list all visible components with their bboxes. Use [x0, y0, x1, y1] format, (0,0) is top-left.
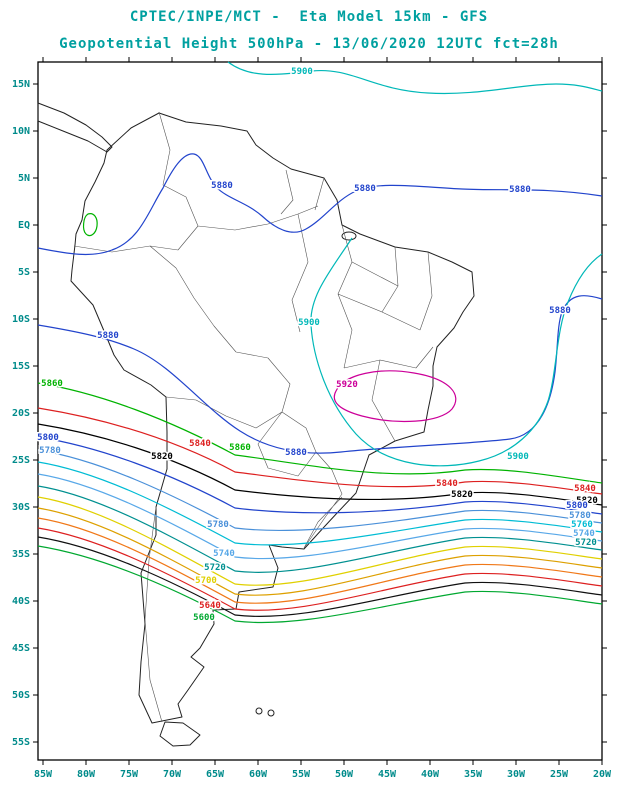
contour-label-5640: 5640: [199, 601, 221, 611]
contour-line-5700: [37, 496, 603, 586]
lon-tick-label: 20W: [593, 769, 612, 780]
contour-label-5800: 5800: [37, 433, 59, 443]
map-frame: [37, 61, 603, 761]
lat-tick-label: 30S: [12, 502, 30, 513]
contour-line-5600: [37, 545, 603, 624]
lon-tick-label: 60W: [249, 769, 268, 780]
falkland-island-east: [267, 709, 275, 717]
lon-tick-label: 45W: [378, 769, 397, 780]
coastline-group: [37, 102, 475, 747]
lon-tick-label: 85W: [34, 769, 53, 780]
contour-label-5900: 5900: [507, 452, 529, 462]
contour-line-5840: [37, 407, 603, 495]
contour-label-5800: 5800: [566, 501, 588, 511]
lat-tick-label: 5S: [18, 267, 30, 278]
lat-tick-label: 15N: [12, 79, 30, 90]
lat-tick-label: 40S: [12, 596, 30, 607]
marajo-island: [341, 231, 357, 241]
chart-title-line1: CPTEC/INPE/MCT - Eta Model 15km - GFS: [129, 9, 489, 25]
lat-tick-label: 45S: [12, 643, 30, 654]
contour-label-5780: 5780: [39, 446, 61, 456]
contour-line-5820: [37, 423, 603, 506]
chart-title-line2: Geopotential Height 500hPa - 13/06/2020 …: [59, 36, 559, 52]
contour-label-5840: 5840: [574, 484, 596, 494]
lon-tick-label: 40W: [421, 769, 440, 780]
contour-label-5740: 5740: [213, 549, 235, 559]
contour-label-5920: 5920: [336, 380, 358, 390]
contour-label-5880: 5880: [549, 306, 571, 316]
contour-line-5740: [37, 473, 603, 560]
central-america-coastline: [37, 102, 113, 153]
contour-label-5880: 5880: [211, 181, 233, 191]
contour-line-5660: [37, 517, 603, 604]
lon-tick-label: 70W: [163, 769, 182, 780]
contour-line-5620: [37, 536, 603, 618]
south-america-coastline: [70, 112, 475, 724]
lon-tick-label: 35W: [464, 769, 483, 780]
contour-label-5880: 5880: [509, 185, 531, 195]
contour-lines-group: [37, 61, 603, 624]
contour-label-5720: 5720: [575, 538, 597, 548]
contour-line-5880: [37, 153, 603, 256]
contour-line-5780: [37, 449, 603, 532]
falkland-island-west: [255, 707, 263, 715]
contour-label-5820: 5820: [151, 452, 173, 462]
country-borders: [73, 111, 434, 723]
lon-tick-label: 55W: [292, 769, 311, 780]
lat-tick-label: 10S: [12, 314, 30, 325]
lon-tick-label: 50W: [335, 769, 354, 780]
contour-label-5600: 5600: [193, 613, 215, 623]
contour-label-5860: 5860: [41, 379, 63, 389]
contour-line-5680: [37, 507, 603, 596]
contour-label-5760: 5760: [571, 520, 593, 530]
lon-tick-label: 75W: [120, 769, 139, 780]
lat-tick-label: 50S: [12, 690, 30, 701]
contour-label-5860: 5860: [229, 443, 251, 453]
lon-tick-label: 80W: [77, 769, 96, 780]
lat-tick-label: 25S: [12, 455, 30, 466]
lon-tick-label: 25W: [550, 769, 569, 780]
contour-label-5720: 5720: [204, 563, 226, 573]
lon-tick-label: 65W: [206, 769, 225, 780]
lat-tick-label: EQ: [18, 220, 30, 231]
lat-tick-label: 35S: [12, 549, 30, 560]
contour-line-5880: [37, 295, 603, 454]
contour-line-5640: [37, 527, 603, 611]
contour-line-5860: [37, 382, 603, 484]
tierra-del-fuego-island: [159, 721, 201, 747]
contour-labels-group: 5900 5880 5880 5880 5880 5880 5880 5900 5900 5920…: [36, 66, 600, 625]
contour-label-5780: 5780: [207, 520, 229, 530]
contour-label-5880: 5880: [285, 448, 307, 458]
contour-label-5880: 5880: [354, 184, 376, 194]
chart-titles: CPTEC/INPE/MCT - Eta Model 15km - GFS Ge…: [0, 4, 618, 58]
contour-line-5800: [37, 436, 603, 515]
contour-label-5840: 5840: [189, 439, 211, 449]
contour-line-5900: [227, 61, 603, 95]
contour-line-5920: [333, 370, 457, 423]
country-borders-group: [73, 111, 434, 723]
contour-label-5780: 5780: [569, 511, 591, 521]
lat-tick-label: 55S: [12, 737, 30, 748]
contour-label-5740: 5740: [573, 529, 595, 539]
contour-label-5820: 5820: [576, 496, 598, 506]
lat-tick-label: 5N: [18, 173, 30, 184]
contour-label-5900: 5900: [298, 318, 320, 328]
contour-label-5840: 5840: [436, 479, 458, 489]
contour-label-5820: 5820: [451, 490, 473, 500]
contour-line-5900: [310, 237, 603, 467]
lat-tick-label: 10N: [12, 126, 30, 137]
contour-line-5720: [37, 485, 603, 573]
contour-label-5700: 5700: [195, 576, 217, 586]
contour-line-5860: [82, 213, 98, 237]
contour-line-5760: [37, 461, 603, 546]
axis-ticks-group: [33, 57, 607, 765]
lat-tick-label: 20S: [12, 408, 30, 419]
contour-label-5900: 5900: [291, 67, 313, 77]
contour-label-5880: 5880: [97, 331, 119, 341]
lat-tick-label: 15S: [12, 361, 30, 372]
lon-tick-label: 30W: [507, 769, 526, 780]
axis-labels-group: 85W 80W 75W 70W 65W 60W 55W 50W 45W 40W 35W 30W 25W 2…: [12, 79, 612, 780]
